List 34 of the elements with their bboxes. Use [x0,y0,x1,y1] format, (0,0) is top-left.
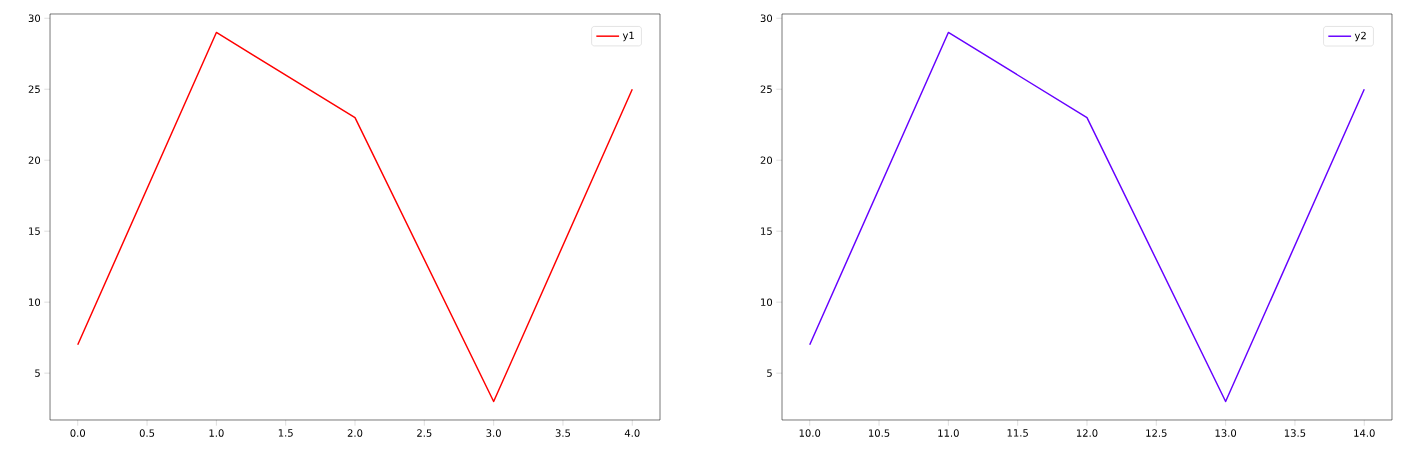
y-tick-label: 25 [28,85,40,94]
x-tick-label: 12.0 [1076,429,1098,437]
x-tick-label: 12.5 [1146,429,1167,437]
y-tick-label: 15 [29,227,40,235]
x-tick-label: 13.0 [1215,429,1237,437]
y-tick-label: 15 [761,227,772,235]
x-tick-label: 11.5 [1007,429,1028,437]
y-tick-label: 10 [29,298,41,306]
legend-label: y2 [1354,31,1366,42]
x-tick-label: 11.0 [938,429,959,437]
x-tick-label: 0.0 [70,429,86,437]
x-tick-label: 0.5 [139,429,155,437]
line-series [808,31,1365,403]
x-tick-label: 3.0 [486,429,501,437]
x-tick-label: 10.0 [799,429,821,437]
line-series [77,31,634,403]
x-tick-label: 1.5 [278,429,293,437]
x-tick-label: 1.0 [209,429,224,437]
y-tick-label: 10 [761,298,773,306]
x-tick-label: 2.5 [417,429,432,437]
legend-label: y1 [622,31,634,42]
x-tick-label: 4.0 [624,429,640,437]
y-tick-label: 5 [35,369,40,377]
x-tick-label: 13.5 [1284,429,1306,437]
x-tick-label: 2.0 [347,429,363,437]
y-tick-label: 20 [28,156,41,164]
y-tick-label: 20 [760,156,773,164]
y-tick-label: 30 [28,14,41,23]
y-tick-label: 25 [760,85,772,94]
y-tick-label: 5 [767,369,772,377]
x-tick-label: 10.5 [869,429,890,437]
x-tick-label: 3.5 [555,429,571,437]
y-tick-label: 30 [760,14,773,23]
x-tick-label: 14.0 [1354,429,1375,437]
